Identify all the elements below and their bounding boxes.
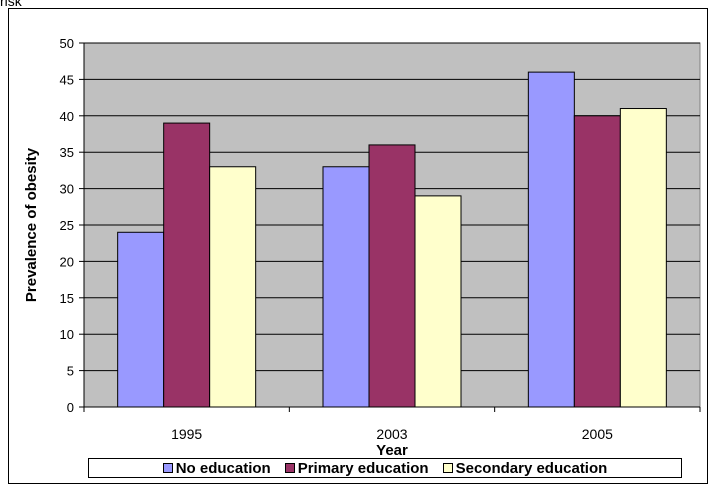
bar (619, 108, 667, 408)
chart-frame: 0 5 10 15 20 25 30 35 40 45 50 1995 2003 2005 Year Prev… (8, 8, 708, 484)
x-tick-label: 2005 (582, 426, 613, 442)
legend-swatch (442, 463, 453, 473)
legend-item-secondary-education: Secondary education (442, 459, 608, 477)
page-caption: risk (0, 0, 22, 9)
y-tick-label: 45 (60, 72, 74, 87)
legend-item-primary-education: Primary education (284, 459, 429, 477)
legend: No education Primary education Secondary… (88, 458, 682, 478)
legend-label: No education (175, 459, 271, 477)
legend-item-no-education: No education (162, 459, 271, 477)
legend-label: Primary education (297, 459, 429, 477)
y-tick-label: 25 (60, 218, 74, 233)
bar (117, 231, 165, 408)
y-tick-label: 10 (60, 327, 74, 342)
bar (527, 71, 575, 408)
bar (414, 195, 462, 408)
y-tick-label: 30 (60, 182, 74, 197)
y-tick-label: 40 (60, 109, 74, 124)
bar (322, 166, 370, 408)
y-axis-title: Prevalence of obesity (23, 147, 40, 302)
bar-chart: 0 5 10 15 20 25 30 35 40 45 50 1995 2003 2005 Year Prev… (23, 36, 701, 459)
bar (163, 122, 211, 408)
legend-swatch (162, 463, 173, 473)
x-tick-label: 2003 (376, 426, 407, 442)
y-tick-label: 5 (67, 364, 74, 379)
y-tick-label: 0 (67, 400, 74, 415)
y-tick-label: 35 (60, 145, 74, 160)
bar (368, 144, 416, 408)
x-axis-title: Year (376, 442, 408, 459)
y-tick-label: 20 (60, 254, 74, 269)
x-tick-label: 1995 (171, 426, 202, 442)
bar (209, 166, 257, 408)
legend-swatch (284, 463, 295, 473)
bar (573, 115, 621, 408)
y-tick-label: 15 (60, 291, 74, 306)
legend-label: Secondary education (455, 459, 608, 477)
y-tick-label: 50 (60, 36, 74, 51)
